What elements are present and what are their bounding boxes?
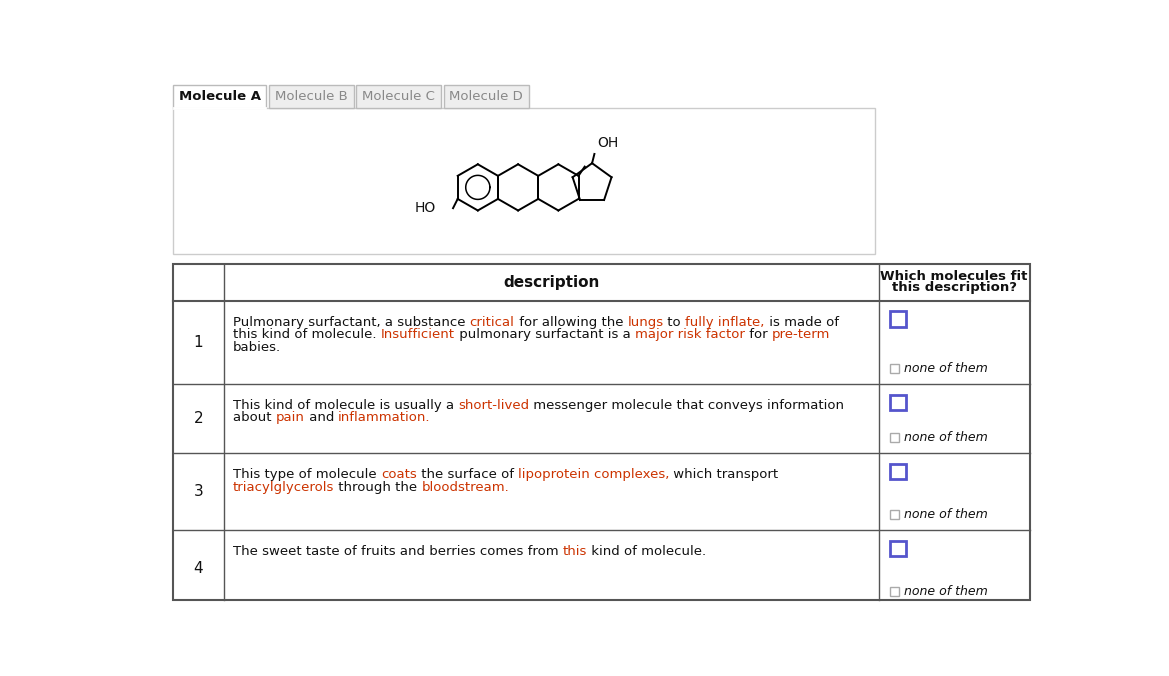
Text: to: to bbox=[664, 316, 685, 329]
Text: none of them: none of them bbox=[904, 362, 988, 375]
Text: Pulmonary surfactant, a substance: Pulmonary surfactant, a substance bbox=[233, 316, 470, 329]
Text: is made of: is made of bbox=[765, 316, 838, 329]
Bar bbox=[890, 464, 906, 479]
Text: Insufficient: Insufficient bbox=[381, 329, 455, 341]
Bar bbox=[890, 433, 899, 442]
Text: fully inflate,: fully inflate, bbox=[685, 316, 765, 329]
Bar bbox=[890, 364, 899, 373]
Bar bbox=[173, 85, 267, 108]
Bar bbox=[173, 264, 1030, 600]
Text: for allowing the: for allowing the bbox=[514, 316, 628, 329]
Text: pain: pain bbox=[276, 412, 305, 425]
Text: coats: coats bbox=[381, 468, 416, 481]
Text: this kind of molecule.: this kind of molecule. bbox=[233, 329, 381, 341]
Text: critical: critical bbox=[470, 316, 514, 329]
Text: about: about bbox=[233, 412, 276, 425]
Text: 4: 4 bbox=[194, 561, 203, 576]
Text: none of them: none of them bbox=[904, 431, 988, 444]
Text: kind of molecule.: kind of molecule. bbox=[587, 546, 706, 558]
Text: This kind of molecule is usually a: This kind of molecule is usually a bbox=[233, 399, 458, 412]
Text: pre-term: pre-term bbox=[772, 329, 830, 341]
Text: through the: through the bbox=[334, 481, 422, 493]
Bar bbox=[890, 510, 899, 519]
Text: Molecule B: Molecule B bbox=[275, 90, 347, 103]
Text: for: for bbox=[745, 329, 772, 341]
Text: lungs: lungs bbox=[628, 316, 664, 329]
Text: Which molecules fit: Which molecules fit bbox=[880, 270, 1028, 283]
Text: none of them: none of them bbox=[904, 508, 988, 521]
Text: pulmonary surfactant is a: pulmonary surfactant is a bbox=[455, 329, 635, 341]
Bar bbox=[173, 108, 874, 254]
Text: OH: OH bbox=[597, 136, 618, 150]
Text: babies.: babies. bbox=[233, 341, 281, 354]
Text: HO: HO bbox=[415, 201, 436, 215]
Text: triacylglycerols: triacylglycerols bbox=[233, 481, 334, 493]
Bar bbox=[890, 541, 906, 556]
Text: this: this bbox=[562, 546, 587, 558]
Text: the surface of: the surface of bbox=[416, 468, 518, 481]
Text: This type of molecule: This type of molecule bbox=[233, 468, 381, 481]
Text: 3: 3 bbox=[194, 484, 203, 499]
Text: description: description bbox=[503, 274, 600, 289]
Text: lipoprotein complexes,: lipoprotein complexes, bbox=[518, 468, 669, 481]
Text: Molecule D: Molecule D bbox=[449, 90, 524, 103]
Text: major risk factor: major risk factor bbox=[635, 329, 745, 341]
Text: 1: 1 bbox=[194, 335, 203, 349]
Text: Molecule C: Molecule C bbox=[362, 90, 435, 103]
Text: bloodstream.: bloodstream. bbox=[422, 481, 510, 493]
Text: and: and bbox=[305, 412, 338, 425]
Text: messenger molecule that conveys information: messenger molecule that conveys informat… bbox=[530, 399, 844, 412]
Text: which transport: which transport bbox=[669, 468, 779, 481]
Bar bbox=[357, 85, 442, 108]
Bar bbox=[890, 395, 906, 410]
Bar bbox=[444, 85, 530, 108]
Bar bbox=[269, 85, 354, 108]
Bar bbox=[890, 587, 899, 596]
Text: short-lived: short-lived bbox=[458, 399, 530, 412]
Text: inflammation.: inflammation. bbox=[338, 412, 430, 425]
Text: this description?: this description? bbox=[892, 281, 1017, 294]
Bar bbox=[890, 312, 906, 327]
Text: Molecule A: Molecule A bbox=[179, 90, 261, 103]
Text: The sweet taste of fruits and berries comes from: The sweet taste of fruits and berries co… bbox=[233, 546, 562, 558]
Text: none of them: none of them bbox=[904, 585, 988, 598]
Text: 2: 2 bbox=[194, 411, 203, 426]
